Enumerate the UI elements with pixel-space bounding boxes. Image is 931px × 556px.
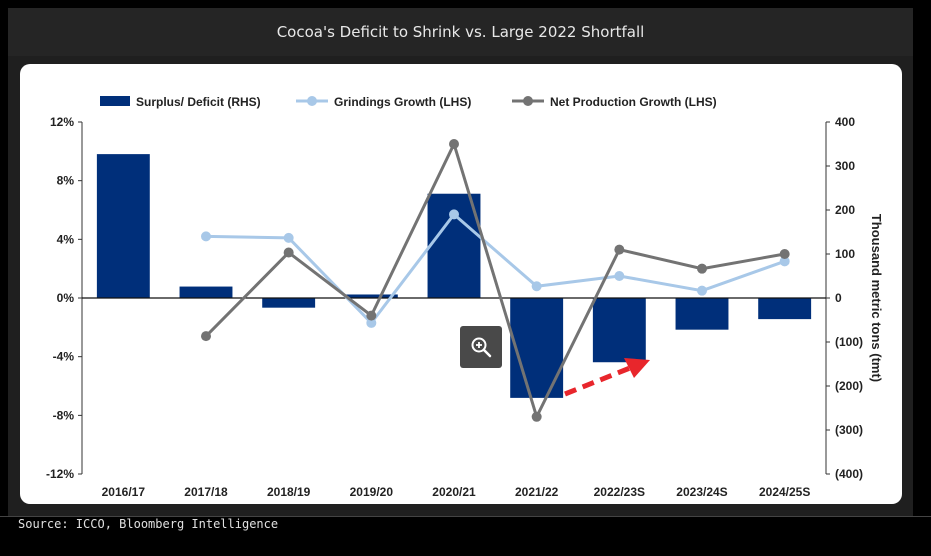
bar-2017/18 — [179, 286, 233, 298]
right-axis-title: Thousand metric tons (tmt) — [869, 214, 884, 382]
x-tick-label: 2022/23S — [594, 485, 645, 499]
series-point-net-production-growth-lhs — [779, 249, 790, 259]
series-point-grindings-growth-lhs — [201, 231, 211, 242]
chart-card: Surplus/ Deficit (RHS) Grindings Growth (… — [20, 64, 902, 504]
chart-title-bar: Cocoa's Deficit to Shrink vs. Large 2022… — [8, 8, 913, 56]
series-point-net-production-growth-lhs — [697, 263, 707, 274]
left-tick-label: 8% — [57, 174, 75, 188]
legend-item-2-marker — [523, 96, 533, 106]
right-tick-label: (100) — [835, 335, 863, 349]
x-tick-label: 2024/25S — [759, 485, 810, 499]
bar-2018/19 — [262, 298, 316, 308]
legend-item-2-label: Net Production Growth (LHS) — [550, 95, 717, 109]
series-point-net-production-growth-lhs — [201, 331, 211, 342]
series-point-net-production-growth-lhs — [366, 310, 377, 321]
divider — [0, 516, 931, 517]
right-tick-label: (300) — [835, 423, 863, 437]
legend-item-1-label: Grindings Growth (LHS) — [334, 95, 471, 109]
right-tick-label: 200 — [835, 203, 855, 217]
legend: Surplus/ Deficit (RHS) Grindings Growth (… — [100, 95, 717, 109]
right-tick-label: (400) — [835, 467, 863, 481]
trend-arrow-shaft — [564, 365, 631, 397]
x-tick-label: 2023/24S — [676, 485, 727, 499]
series-point-grindings-growth-lhs — [697, 285, 707, 296]
series-point-grindings-growth-lhs — [283, 232, 294, 243]
right-tick-label: 400 — [835, 115, 855, 129]
bar-2022/23S — [592, 298, 646, 363]
series-point-grindings-growth-lhs — [449, 209, 459, 220]
legend-item-0-swatch — [100, 96, 130, 106]
bar-2019/20 — [344, 294, 398, 298]
x-tick-label: 2020/21 — [432, 485, 476, 499]
page-title: Cocoa's Deficit to Shrink vs. Large 2022… — [276, 23, 645, 41]
left-tick-label: 0% — [57, 291, 75, 305]
left-tick-label: -4% — [53, 350, 75, 364]
bar-2016/17 — [96, 154, 150, 298]
bar-2024/25S — [758, 298, 812, 320]
x-tick-label: 2018/19 — [267, 485, 311, 499]
zoom-button[interactable] — [460, 326, 502, 368]
series-point-grindings-growth-lhs — [366, 317, 377, 328]
series-point-net-production-growth-lhs — [449, 139, 459, 149]
series-point-grindings-growth-lhs — [614, 271, 625, 281]
right-tick-label: 300 — [835, 159, 855, 173]
legend-item-1-marker — [307, 96, 317, 106]
right-tick-label: 100 — [835, 247, 855, 261]
source-note: Source: ICCO, Bloomberg Intelligence — [18, 517, 279, 531]
series-point-net-production-growth-lhs — [614, 244, 625, 255]
series-point-net-production-growth-lhs — [283, 247, 294, 258]
left-tick-label: 12% — [50, 115, 74, 129]
series-point-net-production-growth-lhs — [531, 411, 542, 422]
right-tick-label: 0 — [835, 291, 842, 305]
lines-layer — [201, 139, 790, 422]
series-point-grindings-growth-lhs — [779, 256, 790, 267]
axes-layer: -12% -8% -4% 0% 4% 8% 12% (400) (300) (200) (100) 0… — [46, 115, 884, 499]
right-tick-label: (200) — [835, 379, 863, 393]
x-tick-label: 2017/18 — [184, 485, 228, 499]
series-line-grindings-growth-lhs — [205, 212, 786, 326]
series-point-grindings-growth-lhs — [531, 281, 542, 292]
left-tick-label: 4% — [57, 232, 75, 246]
legend-item-0-label: Surplus/ Deficit (RHS) — [136, 95, 261, 109]
x-tick-label: 2016/17 — [102, 485, 146, 499]
trend-arrow — [564, 358, 650, 397]
zoom-in-icon — [471, 337, 492, 358]
bars-layer — [96, 154, 812, 398]
bar-2021/22 — [510, 298, 564, 398]
trend-arrow-head — [624, 358, 650, 378]
x-tick-label: 2019/20 — [350, 485, 394, 499]
chart-svg: Surplus/ Deficit (RHS) Grindings Growth (… — [46, 95, 884, 499]
chart-frame: Cocoa's Deficit to Shrink vs. Large 2022… — [8, 8, 913, 516]
left-tick-label: -12% — [46, 467, 74, 481]
x-tick-label: 2021/22 — [515, 485, 559, 499]
bar-2023/24S — [675, 298, 729, 330]
series-line-net-production-growth-lhs — [204, 139, 785, 421]
left-tick-label: -8% — [53, 408, 75, 422]
